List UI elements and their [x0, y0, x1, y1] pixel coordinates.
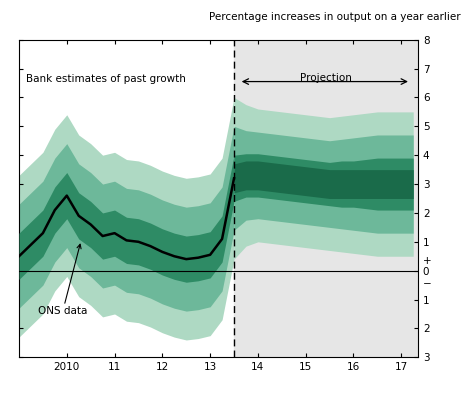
Bar: [234, 40, 418, 357]
Bar: [19, 40, 234, 357]
Text: ONS data: ONS data: [38, 244, 87, 316]
Text: Bank estimates of past growth: Bank estimates of past growth: [26, 74, 186, 84]
Text: Projection: Projection: [300, 73, 352, 83]
Text: Percentage increases in output on a year earlier: Percentage increases in output on a year…: [209, 12, 461, 22]
